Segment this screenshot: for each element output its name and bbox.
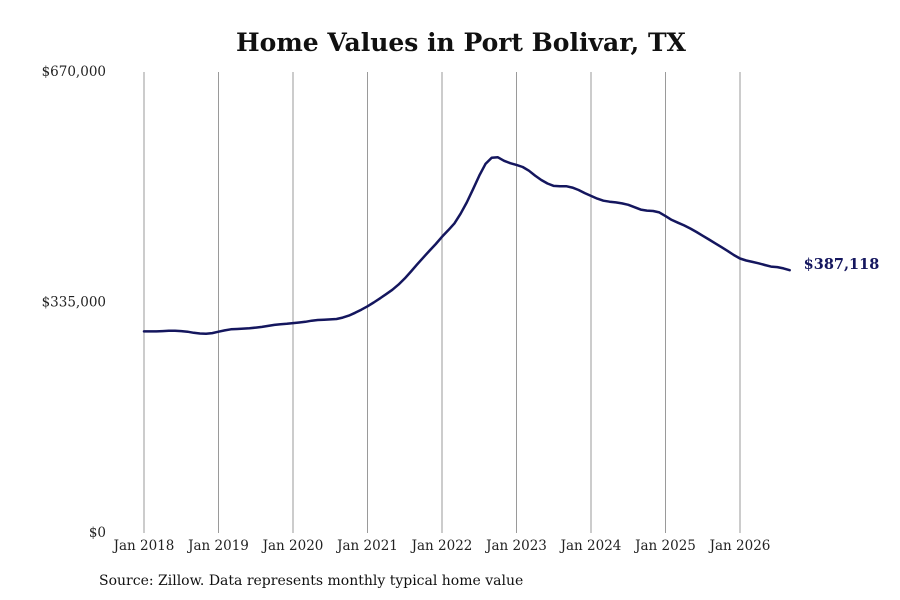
y-axis-ticks: $0 $335,000 $670,000 <box>42 64 106 541</box>
x-tick-label: Jan 2023 <box>484 538 547 554</box>
x-tick-label: Jan 2021 <box>335 538 398 554</box>
source-note: Source: Zillow. Data represents monthly … <box>99 573 524 589</box>
x-tick-label: Jan 2018 <box>112 538 175 554</box>
y-tick-label: $670,000 <box>42 64 106 80</box>
y-tick-label: $0 <box>89 525 106 541</box>
series-line-home-value <box>142 156 791 336</box>
gridlines <box>143 72 741 533</box>
x-tick-label: Jan 2022 <box>410 538 473 554</box>
x-tick-label: Jan 2019 <box>186 538 249 554</box>
x-tick-label: Jan 2026 <box>708 538 771 554</box>
x-axis-ticks: Jan 2018 Jan 2019 Jan 2020 Jan 2021 Jan 2022… <box>112 538 771 554</box>
chart-title: Home Values in Port Bolivar, TX <box>236 28 686 57</box>
x-tick-label: Jan 2024 <box>559 538 622 554</box>
x-tick-label: Jan 2025 <box>633 538 696 554</box>
x-tick-label: Jan 2020 <box>261 538 324 554</box>
end-value-label: $387,118 <box>804 256 880 273</box>
y-tick-label: $335,000 <box>42 295 106 311</box>
